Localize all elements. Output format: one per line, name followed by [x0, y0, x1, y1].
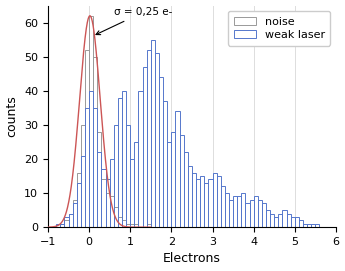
Bar — [221, 186, 225, 227]
Bar — [97, 132, 101, 227]
Bar — [167, 142, 171, 227]
Bar — [291, 217, 295, 227]
Bar — [184, 152, 188, 227]
Bar — [130, 159, 134, 227]
Bar — [130, 224, 134, 227]
Bar — [233, 196, 237, 227]
Bar — [241, 193, 245, 227]
Bar — [307, 224, 311, 227]
Bar — [126, 224, 130, 227]
Bar — [73, 203, 77, 227]
Bar — [134, 142, 138, 227]
Bar — [270, 214, 274, 227]
Bar — [97, 152, 101, 227]
Bar — [311, 224, 315, 227]
Bar — [229, 200, 233, 227]
Text: σ = 0,25 e-: σ = 0,25 e- — [96, 7, 172, 35]
Bar — [163, 101, 167, 227]
Bar — [60, 224, 65, 227]
Bar — [118, 217, 122, 227]
Bar — [114, 207, 118, 227]
Bar — [196, 179, 200, 227]
Bar — [283, 210, 287, 227]
Bar — [114, 125, 118, 227]
Bar — [176, 111, 180, 227]
Bar — [151, 40, 155, 227]
Y-axis label: counts: counts — [6, 95, 19, 137]
Bar — [77, 183, 81, 227]
Bar — [159, 77, 163, 227]
Bar — [69, 214, 73, 227]
Bar — [249, 200, 254, 227]
Bar — [89, 16, 93, 227]
Bar — [142, 67, 147, 227]
Bar — [258, 200, 262, 227]
Bar — [138, 91, 142, 227]
Bar — [204, 183, 208, 227]
Bar — [278, 214, 283, 227]
Bar — [274, 217, 278, 227]
Bar — [101, 169, 106, 227]
Bar — [122, 220, 126, 227]
Bar — [147, 50, 151, 227]
Bar — [208, 179, 213, 227]
Bar — [81, 125, 85, 227]
X-axis label: Electrons: Electrons — [163, 253, 221, 265]
Bar — [85, 108, 89, 227]
Bar — [65, 220, 69, 227]
Bar — [110, 159, 114, 227]
Bar — [188, 166, 192, 227]
Bar — [315, 224, 319, 227]
Bar — [77, 173, 81, 227]
Bar — [303, 224, 307, 227]
Bar — [180, 135, 184, 227]
Bar — [254, 196, 258, 227]
Bar — [155, 53, 159, 227]
Bar — [213, 173, 217, 227]
Bar — [106, 193, 110, 227]
Bar — [147, 224, 151, 227]
Bar — [225, 193, 229, 227]
Bar — [93, 108, 97, 227]
Bar — [217, 176, 221, 227]
Bar — [192, 173, 196, 227]
Bar — [93, 57, 97, 227]
Bar — [171, 132, 176, 227]
Bar — [122, 91, 126, 227]
Bar — [266, 210, 270, 227]
Bar — [89, 91, 93, 227]
Bar — [237, 196, 241, 227]
Bar — [295, 217, 299, 227]
Bar — [81, 156, 85, 227]
Bar — [60, 224, 65, 227]
Bar — [85, 50, 89, 227]
Bar — [56, 224, 60, 227]
Bar — [126, 125, 130, 227]
Bar — [262, 203, 266, 227]
Legend: noise, weak laser: noise, weak laser — [228, 11, 331, 46]
Bar — [69, 214, 73, 227]
Bar — [118, 98, 122, 227]
Bar — [65, 217, 69, 227]
Bar — [245, 203, 249, 227]
Bar — [287, 214, 291, 227]
Bar — [101, 179, 106, 227]
Bar — [200, 176, 204, 227]
Bar — [134, 224, 138, 227]
Bar — [73, 200, 77, 227]
Bar — [299, 220, 303, 227]
Bar — [106, 179, 110, 227]
Bar — [110, 196, 114, 227]
